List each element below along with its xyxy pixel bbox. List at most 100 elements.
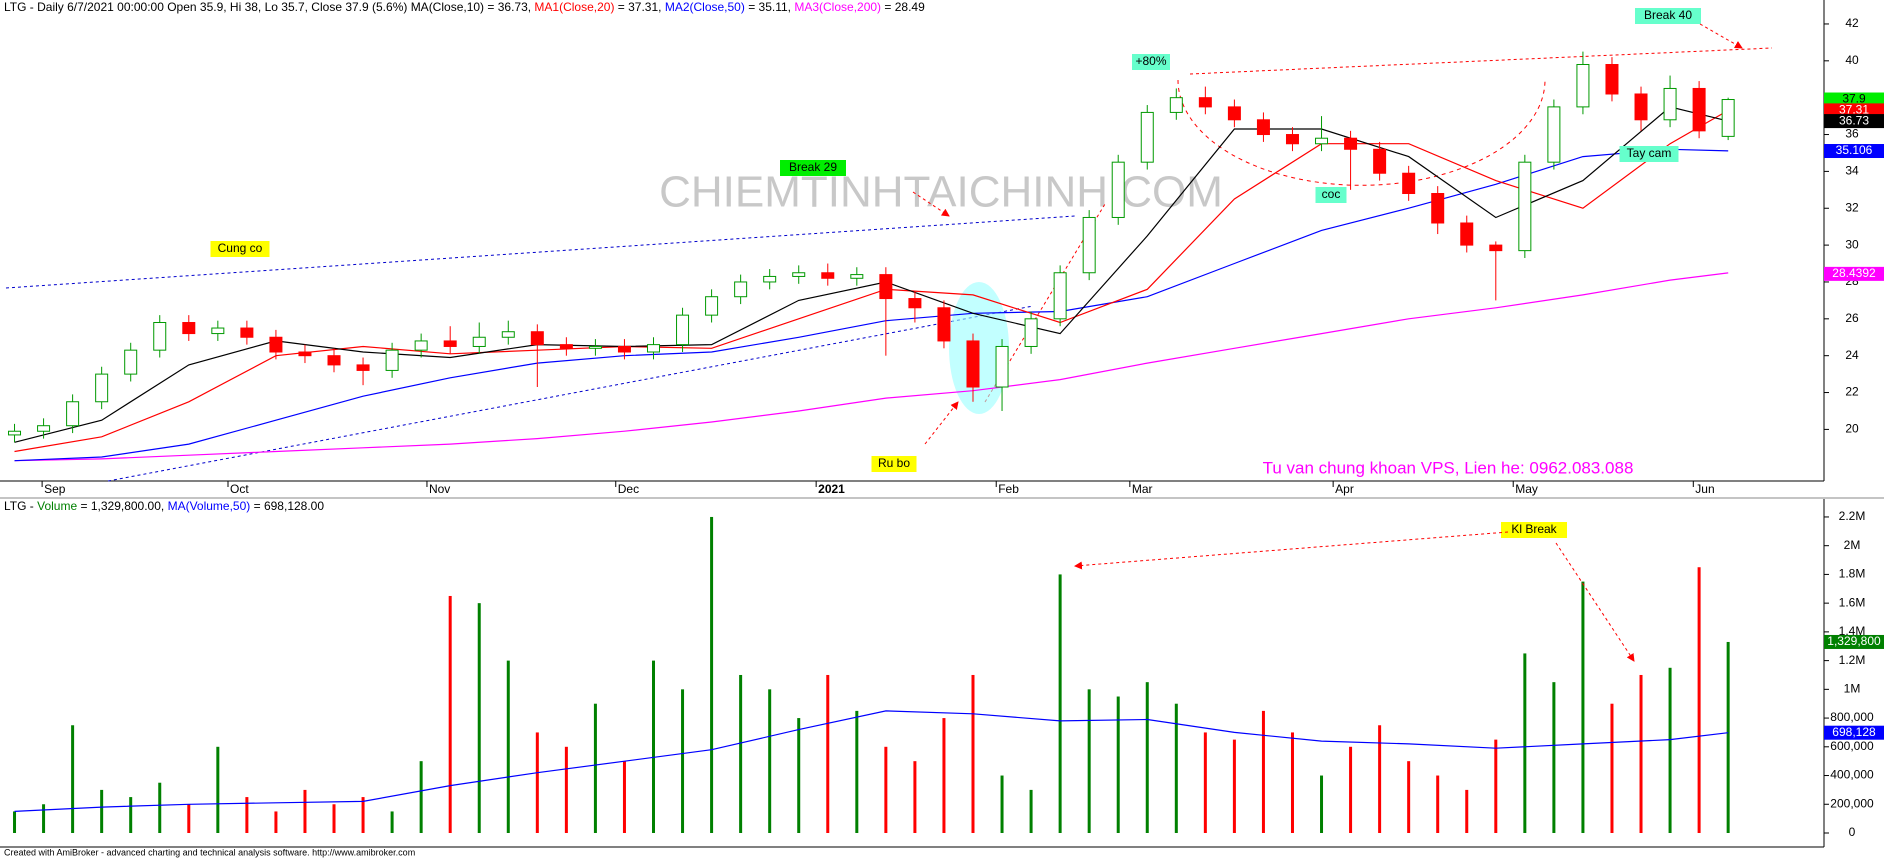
value-tag — [1824, 103, 1884, 118]
volume-bar — [1610, 703, 1614, 833]
candle-body — [1169, 97, 1183, 113]
volume-bar — [158, 782, 162, 833]
y-tick-label: 40 — [1845, 53, 1859, 67]
candle-body — [1489, 244, 1503, 252]
candle-body — [1082, 216, 1096, 274]
panel-header: LTG - Daily 6/7/2021 00:00:00 Open 35.9,… — [4, 0, 925, 14]
volume-bar — [1349, 746, 1353, 833]
trendline — [1189, 47, 1773, 75]
value-tag — [1824, 634, 1884, 649]
volume-bar — [884, 746, 888, 833]
header-segment: MA3(Close,200) — [794, 0, 881, 14]
volume-bar — [1000, 775, 1004, 833]
header-segment: = 698,128.00 — [250, 499, 324, 513]
value-tag-label: 28.4392 — [1832, 266, 1876, 280]
volume-bar — [1581, 581, 1585, 833]
volume-bar — [826, 674, 830, 833]
volume-bar — [1639, 674, 1643, 833]
volume-bar — [1203, 732, 1207, 833]
watermark: CHIEMTINHTAICHINH.COM — [659, 168, 1223, 217]
volume-bar — [913, 761, 917, 833]
annotation-box — [1635, 8, 1701, 24]
candle-body — [356, 364, 370, 371]
value-tag — [1824, 144, 1884, 159]
candle-body — [821, 272, 835, 279]
candle-body — [676, 314, 690, 346]
x-tick-label: Apr — [1335, 482, 1354, 496]
candle-body — [1198, 97, 1212, 108]
candle-body — [1053, 272, 1067, 320]
candle-body — [1663, 87, 1677, 121]
candle-body — [153, 322, 167, 351]
candle-body — [1721, 99, 1735, 137]
volume-bar — [1523, 653, 1527, 833]
moving-average — [14, 710, 1729, 812]
x-tick-label: May — [1515, 482, 1538, 496]
candle-body — [182, 322, 196, 335]
volume-bar — [1494, 739, 1498, 833]
candle-body — [937, 307, 951, 342]
candle-body — [1024, 318, 1038, 347]
y-tick-label: 800,000 — [1830, 710, 1874, 724]
x-tick-label: Feb — [998, 482, 1019, 496]
candle-body — [1460, 222, 1474, 246]
y-tick-label: 1.4M — [1839, 624, 1866, 638]
value-tag-label: 36.73 — [1839, 113, 1869, 127]
candle-body — [95, 373, 109, 403]
y-tick-label: 1.6M — [1839, 595, 1866, 609]
annotation: +80% — [1135, 54, 1166, 68]
volume-bar — [1465, 789, 1469, 833]
volume-bar — [1058, 574, 1062, 833]
candle-body — [298, 351, 312, 357]
candle-body — [995, 345, 1009, 388]
candle-body — [1576, 64, 1590, 108]
volume-bar — [1290, 732, 1294, 833]
moving-average — [14, 272, 1729, 462]
candle-body — [240, 327, 254, 338]
x-tick-label: Jun — [1695, 482, 1714, 496]
annotation-box — [1315, 187, 1347, 203]
volume-bar — [361, 797, 365, 833]
volume-bar — [1668, 667, 1672, 833]
volume-bar — [1697, 567, 1701, 833]
candle-body — [414, 340, 428, 351]
annotation-box — [1132, 54, 1170, 70]
arrow — [912, 191, 950, 217]
value-tag-label: 35.106 — [1836, 143, 1873, 157]
header-segment: = 37.31, — [614, 0, 664, 14]
panel-header: LTG - Volume = 1,329,800.00, MA(Volume,5… — [4, 499, 324, 513]
value-tag-label: 698,128 — [1832, 725, 1876, 739]
annotation: coc — [1322, 187, 1341, 201]
candle-body — [792, 272, 806, 277]
header-segment: Volume — [37, 499, 77, 513]
value-tag-label: 37.31 — [1839, 103, 1869, 117]
candle-body — [1111, 161, 1125, 218]
annotation-box — [210, 241, 270, 257]
y-tick-label: 22 — [1845, 385, 1859, 399]
candle-body — [1692, 87, 1706, 132]
y-tick-label: 36 — [1845, 127, 1859, 141]
candle-body — [850, 274, 864, 279]
volume-bar — [768, 689, 772, 833]
volume-bar — [477, 603, 481, 833]
volume-bar — [1116, 696, 1120, 833]
volume-bar — [100, 789, 104, 833]
candle-body — [66, 401, 80, 427]
candle-body — [1344, 137, 1358, 150]
volume-bar — [1174, 703, 1178, 833]
candle-body — [879, 274, 893, 300]
y-tick-label: 1.8M — [1839, 567, 1866, 581]
candle-body — [966, 340, 980, 388]
candle-body — [1431, 193, 1445, 224]
y-tick-label: 1.2M — [1839, 653, 1866, 667]
header-segment: MA1(Close,20) — [534, 0, 614, 14]
x-tick-label: 2021 — [818, 482, 845, 496]
volume-bar — [1378, 725, 1382, 833]
header-segment: = 28.49 — [881, 0, 925, 14]
header-segment: LTG - — [4, 499, 37, 513]
annotation-box — [1619, 146, 1679, 162]
annotation-box — [780, 160, 846, 176]
volume-bar — [681, 689, 685, 833]
candle-body — [124, 349, 138, 375]
